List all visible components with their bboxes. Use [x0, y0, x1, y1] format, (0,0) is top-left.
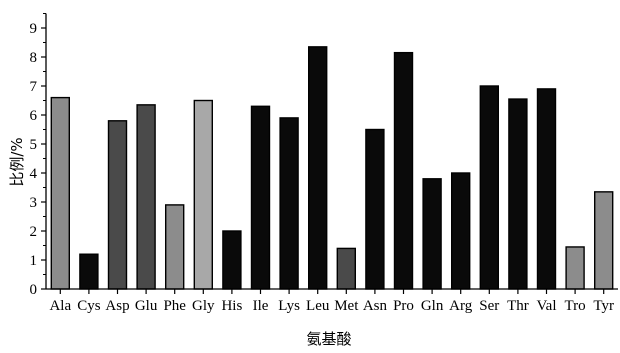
bar-arg	[451, 172, 471, 290]
bar-ala	[50, 96, 70, 290]
x-axis: Ala Cys Asp Glu Phe Gly His Ile Lys Leu Met Asn Pro G…	[46, 288, 618, 314]
x-tick-label-asn: Asn	[363, 298, 388, 314]
y-tick-label: 2	[30, 224, 38, 240]
bar-phe	[164, 204, 185, 290]
bar-asn	[365, 128, 385, 290]
y-axis: 0 1 2 3 4 5 6 7 8 9	[30, 13, 47, 298]
bar-gly	[193, 99, 214, 290]
x-tick-label-asp: Asp	[105, 298, 129, 314]
y-tick-label: 5	[30, 137, 38, 153]
x-tick-label-cys: Cys	[77, 298, 101, 314]
bar-his	[222, 230, 242, 290]
x-tick-label-arg: Arg	[449, 298, 473, 314]
y-tick-label: 0	[30, 282, 38, 298]
bar-gln	[422, 178, 442, 290]
bar-asp	[107, 120, 128, 290]
x-tick-label-ala: Ala	[49, 298, 71, 314]
x-axis-title: 氨基酸	[306, 330, 351, 348]
bar-glu	[136, 104, 156, 290]
x-tick-label-thr: Thr	[507, 298, 529, 314]
x-tick-label-ile: Ile	[253, 298, 269, 314]
bar-thr	[508, 98, 528, 290]
bar-met	[336, 247, 356, 290]
x-tick-label-gln: Gln	[421, 298, 444, 314]
x-tick-label-phe: Phe	[163, 298, 186, 314]
x-tick-label-tyr: Tyr	[593, 298, 614, 314]
bar-leu	[308, 46, 328, 290]
x-tick-label-lys: Lys	[278, 298, 300, 314]
y-tick-label: 6	[30, 108, 38, 124]
bar-pro	[393, 51, 414, 290]
x-tick-label-glu: Glu	[135, 298, 158, 314]
y-tick-label: 4	[30, 166, 38, 182]
y-tick-label: 3	[30, 195, 38, 211]
x-tick-label-ser: Ser	[479, 298, 499, 314]
y-axis-title: 比例/%	[8, 137, 26, 186]
y-tick-label: 8	[30, 50, 38, 66]
bar-tro	[565, 246, 585, 290]
x-tick-label-his: His	[221, 298, 242, 314]
x-tick-label-met: Met	[334, 298, 359, 314]
x-tick-label-pro: Pro	[393, 298, 414, 314]
bar-cys	[79, 253, 99, 290]
bar-val	[536, 88, 557, 290]
x-tick-label-gly: Gly	[192, 298, 215, 314]
bar-ser	[479, 85, 499, 290]
y-tick-label: 7	[30, 79, 38, 95]
x-tick-label-tro: Tro	[565, 298, 586, 314]
y-tick-label: 9	[30, 21, 38, 37]
plot-area	[50, 46, 614, 290]
y-tick-label: 1	[30, 253, 38, 269]
x-tick-label-leu: Leu	[306, 298, 330, 314]
x-tick-label-val: Val	[537, 298, 557, 314]
bar-tyr	[594, 191, 614, 290]
bar-lys	[279, 117, 299, 290]
bar-ile	[250, 105, 271, 290]
